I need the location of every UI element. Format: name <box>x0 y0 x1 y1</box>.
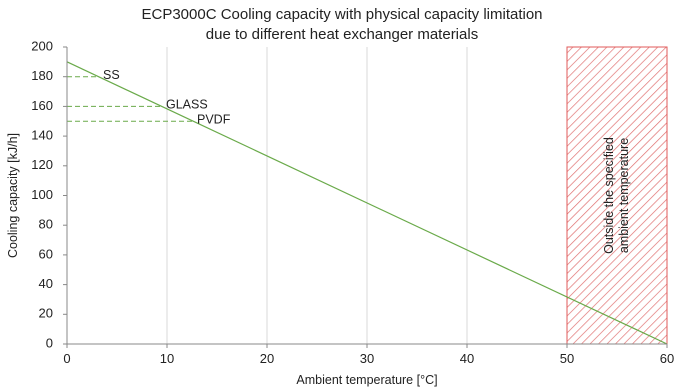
limit-label-ss: SS <box>103 68 120 82</box>
y-tick-label-20: 20 <box>39 306 53 321</box>
series-line-1 <box>66 61 668 345</box>
y-tick-label-60: 60 <box>39 246 53 261</box>
y-axis-label: Cooling capacity [kJ/h] <box>6 133 20 258</box>
y-tick-label-80: 80 <box>39 217 53 232</box>
chart-title-line-2: due to different heat exchanger material… <box>206 26 478 43</box>
region-label-line-2: ambient temperature <box>617 138 631 253</box>
x-tick-label-30: 30 <box>360 351 374 366</box>
x-axis-label: Ambient temperature [°C] <box>296 373 437 387</box>
x-tick-label-20: 20 <box>260 351 274 366</box>
limit-label-glass: GLASS <box>166 98 208 112</box>
x-tick-label-0: 0 <box>63 351 70 366</box>
y-tick-label-0: 0 <box>46 335 53 350</box>
y-tick-label-40: 40 <box>39 276 53 291</box>
y-tick-label-100: 100 <box>31 187 53 202</box>
x-tick-label-60: 60 <box>660 351 674 366</box>
y-tick-label-140: 140 <box>31 128 53 143</box>
region-label-line-1: Outside the specified <box>602 137 616 254</box>
x-tick-label-10: 10 <box>160 351 174 366</box>
y-tick-label-120: 120 <box>31 157 53 172</box>
chart-title-line-1: ECP3000C Cooling capacity with physical … <box>141 6 542 23</box>
y-tick-label-160: 160 <box>31 98 53 113</box>
y-tick-label-200: 200 <box>31 38 53 53</box>
limit-label-pvdf: PVDF <box>197 113 231 127</box>
x-tick-label-50: 50 <box>560 351 574 366</box>
y-tick-label-180: 180 <box>31 68 53 83</box>
x-tick-label-40: 40 <box>460 351 474 366</box>
